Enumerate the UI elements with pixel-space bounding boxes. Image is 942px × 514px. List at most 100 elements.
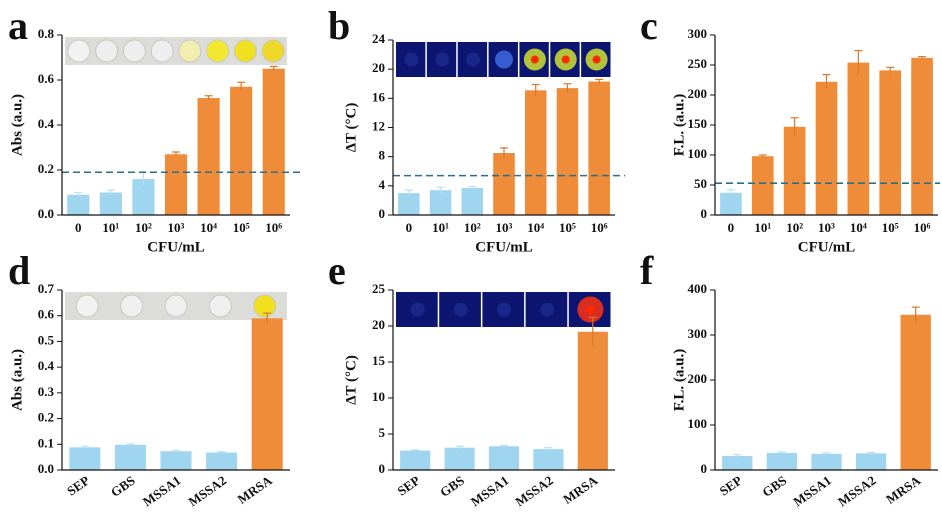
ir-spot <box>453 302 468 317</box>
panel-label: d <box>8 248 30 293</box>
bar <box>251 318 283 470</box>
panel-label: f <box>640 248 654 293</box>
y-tick-label: 0.6 <box>38 307 55 322</box>
x-tick-label: MSSA1 <box>468 473 512 510</box>
well <box>178 39 202 63</box>
bar <box>398 193 420 215</box>
x-tick-label: 10³ <box>818 220 835 235</box>
bar <box>197 98 220 215</box>
x-tick-label: SEP <box>64 473 92 499</box>
well <box>206 39 230 63</box>
bar <box>206 452 238 470</box>
bar <box>577 331 608 470</box>
y-tick-label: 0.2 <box>38 410 54 425</box>
x-tick-label: 0 <box>728 220 735 235</box>
y-tick-label: 300 <box>688 26 708 41</box>
y-axis-label: Abs (a.u.) <box>9 94 25 156</box>
y-tick-label: 100 <box>688 416 708 431</box>
ir-core <box>530 55 539 64</box>
bar <box>720 192 742 215</box>
x-tick-label: 0 <box>406 220 413 235</box>
bar <box>766 452 798 470</box>
bar <box>751 156 774 215</box>
x-tick-label: 10⁴ <box>527 220 544 235</box>
bar <box>783 126 806 215</box>
y-tick-label: 0.6 <box>38 71 55 86</box>
x-tick-label: 10² <box>135 220 152 235</box>
y-tick-label: 0.8 <box>38 26 55 41</box>
x-tick-label: MRSA <box>560 472 600 507</box>
ir-spot <box>495 50 513 69</box>
x-tick-label: 10² <box>464 220 481 235</box>
y-tick-label: 0.1 <box>38 435 54 450</box>
bar <box>444 447 475 470</box>
x-axis-label: CFU/mL <box>475 239 533 255</box>
ir-core <box>592 55 601 64</box>
bar <box>114 444 146 470</box>
x-tick-label: MSSA2 <box>186 473 230 510</box>
y-tick-label: 0 <box>701 461 708 476</box>
well <box>261 39 285 63</box>
y-axis-label: Abs (a.u.) <box>9 349 25 411</box>
y-tick-label: 20 <box>372 317 385 332</box>
bar <box>556 88 579 215</box>
bar <box>879 70 902 216</box>
y-tick-label: 0 <box>701 206 708 221</box>
y-tick-label: 12 <box>372 118 385 133</box>
ir-core <box>586 305 595 314</box>
x-tick-label: 10⁵ <box>233 220 250 235</box>
y-tick-label: 4 <box>379 177 386 192</box>
ir-core <box>561 55 570 64</box>
bar <box>429 190 452 215</box>
x-tick-label: 10⁴ <box>850 220 867 235</box>
well <box>75 294 99 318</box>
y-tick-label: 0.5 <box>38 332 55 347</box>
panel-label: a <box>8 3 28 48</box>
panel-label: c <box>640 3 658 48</box>
ir-spot <box>540 302 555 317</box>
bar <box>160 451 192 470</box>
y-tick-label: 5 <box>379 425 386 440</box>
x-tick-label: 0 <box>75 220 82 235</box>
panel-label: b <box>328 3 350 48</box>
y-tick-label: 400 <box>688 281 708 296</box>
y-tick-label: 0.0 <box>38 206 54 221</box>
bar <box>99 192 122 215</box>
y-tick-label: 15 <box>372 353 386 368</box>
x-tick-label: SEP <box>394 473 422 499</box>
bar <box>811 453 842 470</box>
y-tick-label: 8 <box>379 148 386 163</box>
x-tick-label: 10⁶ <box>591 220 608 235</box>
bar <box>847 62 870 215</box>
y-tick-label: 0.7 <box>38 281 55 296</box>
bar <box>815 81 838 215</box>
y-tick-label: 16 <box>372 89 386 104</box>
ir-spot <box>466 52 481 67</box>
bar <box>400 450 431 470</box>
y-tick-label: 0 <box>379 461 386 476</box>
y-axis-label: ΔT (°C) <box>343 355 359 405</box>
x-tick-label: GBS <box>759 473 789 500</box>
x-tick-label: SEP <box>717 473 745 499</box>
bar <box>132 179 155 215</box>
x-tick-label: GBS <box>108 473 138 500</box>
x-tick-label: MSSA1 <box>140 473 184 510</box>
y-tick-label: 0 <box>379 206 386 221</box>
y-tick-label: 200 <box>688 371 708 386</box>
y-axis-label: ΔT (°C) <box>343 103 359 153</box>
well <box>233 39 257 63</box>
x-tick-label: 10² <box>786 220 803 235</box>
y-tick-label: 24 <box>372 31 386 46</box>
ir-spot <box>410 302 425 317</box>
bar <box>164 154 188 215</box>
bar <box>588 81 610 215</box>
bar <box>524 90 547 215</box>
y-axis-label: F.L. (a.u.) <box>671 94 687 156</box>
y-tick-label: 300 <box>688 326 708 341</box>
well <box>67 39 91 63</box>
bar <box>262 68 285 215</box>
x-tick-label: MRSA <box>235 472 275 507</box>
x-tick-label: 10³ <box>496 220 513 235</box>
x-axis-label: CFU/mL <box>798 239 856 255</box>
y-tick-label: 10 <box>372 389 385 404</box>
